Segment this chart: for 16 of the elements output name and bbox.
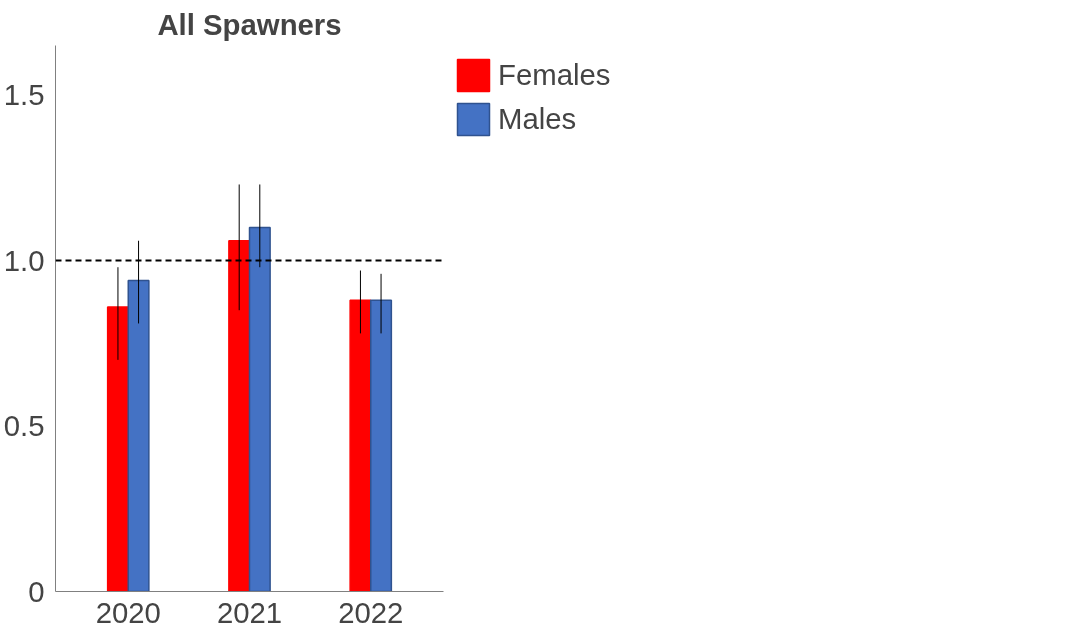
bar [106, 306, 129, 592]
legend-label: Females [498, 58, 611, 92]
chart-title: All Spawners [157, 7, 342, 41]
x-tick-label: 2022 [338, 595, 404, 629]
bar [370, 299, 393, 592]
x-tick-label: 2020 [95, 595, 161, 629]
y-tick-label: 1.0 [3, 243, 45, 277]
bar [248, 226, 271, 592]
legend-label: Males [498, 102, 577, 136]
y-tick-label: 0 [28, 574, 45, 608]
y-tick-label: 0.5 [3, 409, 45, 443]
y-tick-label: 1.5 [3, 78, 45, 112]
x-tick-label: 2021 [216, 595, 283, 629]
bar [228, 239, 251, 592]
bar [127, 279, 150, 592]
bar [349, 299, 372, 592]
